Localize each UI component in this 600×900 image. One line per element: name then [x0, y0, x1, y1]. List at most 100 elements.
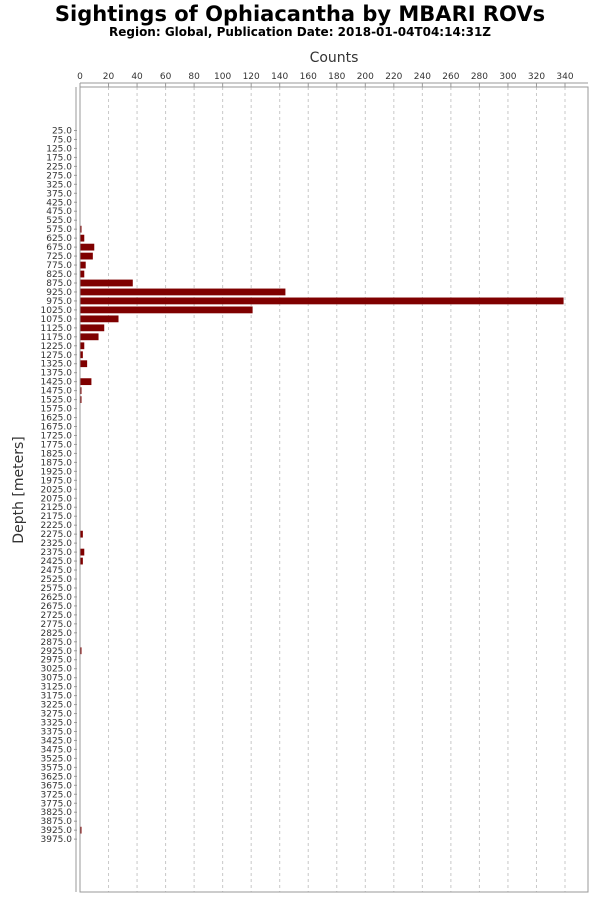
y-tick-label: 2525.0: [41, 575, 73, 585]
y-tick-label: 1875.0: [41, 458, 73, 468]
y-tick-label: 3225.0: [41, 701, 73, 711]
x-tick-label: 320: [528, 72, 545, 82]
bar: [80, 252, 93, 260]
bars: [80, 225, 564, 834]
y-tick-label: 825.0: [46, 270, 72, 280]
y-tick-label: 225.0: [46, 162, 72, 172]
y-tick-label: 1325.0: [41, 360, 73, 370]
y-tick-label: 2725.0: [41, 611, 73, 621]
y-tick-label: 375.0: [46, 189, 72, 199]
y-tick-label: 775.0: [46, 261, 72, 271]
bar: [80, 396, 82, 403]
y-tick-label: 125.0: [46, 144, 72, 154]
y-tick-label: 1625.0: [41, 414, 73, 424]
y-tick-label: 2275.0: [41, 530, 73, 540]
x-tick-label: 120: [243, 72, 260, 82]
y-tick-label: 2175.0: [41, 512, 73, 522]
y-tick-label: 1125.0: [41, 324, 73, 334]
y-tick-label: 3975.0: [41, 835, 73, 845]
bar: [80, 270, 85, 278]
y-tick-label: 1175.0: [41, 333, 73, 343]
y-tick-label: 2875.0: [41, 638, 73, 648]
y-tick-label: 2825.0: [41, 629, 73, 639]
x-tick-label: 240: [414, 72, 431, 82]
y-tick-label: 575.0: [46, 225, 72, 235]
y-tick-label: 975.0: [46, 297, 72, 307]
gridlines: [108, 87, 566, 892]
y-tick-label: 3075.0: [41, 674, 73, 684]
y-tick-label: 3475.0: [41, 745, 73, 755]
y-tick-label: 1775.0: [41, 440, 73, 450]
y-tick-label: 1575.0: [41, 405, 73, 415]
bar: [80, 243, 95, 251]
y-tick-label: 75.0: [52, 135, 72, 145]
bar: [80, 306, 253, 314]
y-tick-label: 2675.0: [41, 602, 73, 612]
bar: [80, 315, 119, 323]
y-tick-label: 3825.0: [41, 808, 73, 818]
y-tick-label: 1075.0: [41, 315, 73, 325]
x-tick-label: 280: [471, 72, 488, 82]
y-tick-label: 3925.0: [41, 826, 73, 836]
y-tick-label: 25.0: [52, 127, 72, 137]
y-tick-label: 1925.0: [41, 467, 73, 477]
y-tick-label: 2775.0: [41, 620, 73, 630]
bar: [80, 378, 92, 386]
bar: [80, 297, 564, 305]
y-tick-label: 1275.0: [41, 351, 73, 361]
y-tick-label: 3625.0: [41, 772, 73, 782]
chart-subtitle: Region: Global, Publication Date: 2018-0…: [108, 25, 492, 39]
y-tick-label: 175.0: [46, 153, 72, 163]
bar: [80, 234, 85, 242]
x-tick-label: 180: [328, 72, 345, 82]
y-tick-label: 2575.0: [41, 584, 73, 594]
y-tick-label: 1825.0: [41, 449, 73, 459]
y-tick-label: 3675.0: [41, 781, 73, 791]
bar: [80, 557, 83, 565]
y-tick-label: 3325.0: [41, 719, 73, 729]
y-tick-label: 3525.0: [41, 754, 73, 764]
x-tick-label: 0: [77, 72, 83, 82]
bar: [80, 387, 82, 395]
bar: [80, 826, 82, 834]
bar: [80, 225, 82, 233]
x-tick-labels: 0 20 40 60 80 100 120 140 160 180 200 220 240 260 280 3…: [77, 72, 574, 87]
y-tick-label: 325.0: [46, 180, 72, 190]
x-tick-label: 160: [300, 72, 317, 82]
y-tick-label: 925.0: [46, 288, 72, 298]
x-tick-label: 260: [442, 72, 459, 82]
y-tick-label: 2075.0: [41, 494, 73, 504]
y-tick-label: 725.0: [46, 252, 72, 262]
x-tick-label: 340: [556, 72, 573, 82]
y-tick-label: 3275.0: [41, 710, 73, 720]
bar: [80, 333, 99, 341]
y-tick-label: 2375.0: [41, 548, 73, 558]
bar: [80, 351, 83, 359]
bar: [80, 279, 133, 287]
y-axis-label: Depth [meters]: [11, 436, 27, 543]
y-tick-label: 275.0: [46, 171, 72, 181]
y-tick-label: 2025.0: [41, 485, 73, 495]
y-tick-label: 1025.0: [41, 306, 73, 316]
x-tick-label: 300: [499, 72, 516, 82]
bar: [80, 530, 83, 538]
y-tick-label: 2325.0: [41, 539, 73, 549]
bar: [80, 288, 286, 296]
y-tick-label: 3175.0: [41, 692, 73, 702]
y-tick-label: 2225.0: [41, 521, 73, 531]
y-tick-label: 3875.0: [41, 817, 73, 827]
y-tick-labels: 25.075.0125.0175.0225.0275.0325.0375.042…: [41, 127, 77, 845]
plot-area: [79, 86, 589, 893]
y-tick-label: 2625.0: [41, 593, 73, 603]
y-tick-label: 2125.0: [41, 503, 73, 513]
y-tick-label: 875.0: [46, 279, 72, 289]
y-tick-label: 1475.0: [41, 387, 73, 397]
x-tick-label: 220: [385, 72, 402, 82]
y-tick-label: 3725.0: [41, 790, 73, 800]
y-tick-label: 3575.0: [41, 763, 73, 773]
y-tick-label: 1225.0: [41, 342, 73, 352]
y-tick-label: 2475.0: [41, 566, 73, 576]
bar: [80, 360, 88, 368]
y-tick-label: 525.0: [46, 216, 72, 226]
